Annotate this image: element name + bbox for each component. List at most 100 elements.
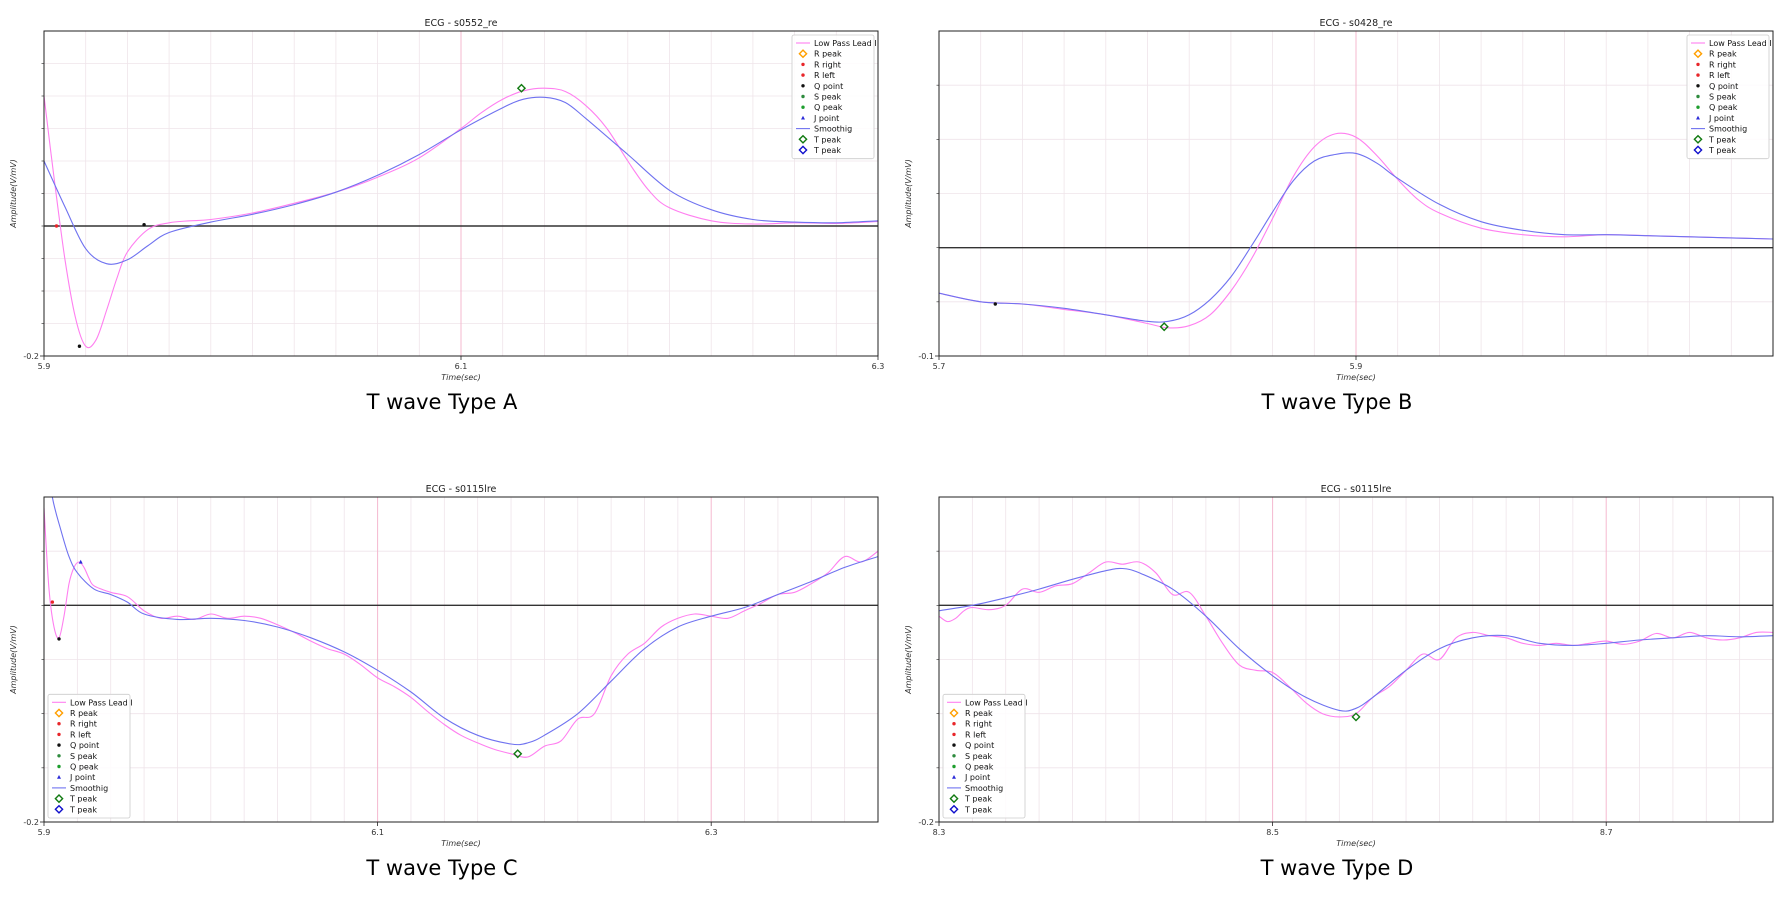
legend-swatch-r-peak xyxy=(1693,49,1703,59)
x-tick-label: 8.3 xyxy=(933,828,946,837)
q-point-marker xyxy=(77,344,82,348)
legend-label-s-peak: S peak xyxy=(1709,93,1737,102)
legend-label-r-peak: R peak xyxy=(1709,50,1737,59)
smoothing-line xyxy=(51,497,878,746)
legend-swatch-q-point xyxy=(952,743,956,747)
legend-swatch-s-peak xyxy=(952,754,956,758)
legend-label-smoothig: Smoothig xyxy=(965,784,1003,793)
legend-swatch-q-point xyxy=(57,743,61,747)
legend-label-r-right: R right xyxy=(814,60,841,69)
legend-swatch-j-point xyxy=(57,775,61,779)
legend-label-q-point: Q point xyxy=(965,741,994,750)
chart-panel-3: 5.9 6.1 6.3 -0.2 ECG - s0115lre Time(sec) Ampl… xyxy=(9,484,879,880)
legend-label-low-pass-lead-i: Low Pass Lead I xyxy=(70,698,133,707)
smoothing-line xyxy=(44,96,878,265)
y-tick-label: -0.2 xyxy=(23,818,39,827)
legend-label-q-peak: Q peak xyxy=(965,763,994,772)
legend-swatch-r-peak xyxy=(949,708,959,718)
legend-swatch-r-right xyxy=(801,62,805,67)
legend-swatch-q-peak xyxy=(801,105,805,109)
legend-label-j-point: J point xyxy=(964,773,990,782)
legend-swatch-j-point xyxy=(801,115,805,120)
chart-title: ECG - s0552_re xyxy=(425,18,498,29)
y-tick-label: -0.2 xyxy=(918,818,934,827)
y-axis-label: Amplitude(V/mV) xyxy=(9,625,18,695)
legend-label-r-left: R left xyxy=(70,730,91,739)
legend-label-r-peak: R peak xyxy=(814,50,842,59)
legend-swatch-t-peak xyxy=(54,804,64,814)
legend-label-smoothig: Smoothig xyxy=(70,784,108,793)
x-axis-label: Time(sec) xyxy=(441,373,481,382)
legend-label-j-point: J point xyxy=(69,773,95,782)
legend-swatch-t-peak xyxy=(54,794,64,804)
legend-swatch-q-point xyxy=(801,84,805,88)
legend-label-t-peak: T peak xyxy=(1708,135,1736,144)
panel-caption: T wave Type D xyxy=(1260,856,1414,880)
legend-label-q-point: Q point xyxy=(1709,82,1738,91)
j-point-marker xyxy=(142,223,146,227)
legend-box xyxy=(47,693,131,819)
legend-label-r-left: R left xyxy=(814,71,835,80)
legend-swatch-t-peak xyxy=(949,794,959,804)
legend-swatch-q-peak xyxy=(952,764,956,769)
low-pass-lead-i-line xyxy=(44,87,878,349)
chart-panel-2: 5.7 5.9 -0.1 ECG - s0428_re Time(sec) Amplitu… xyxy=(904,18,1774,414)
legend-swatch-r-left xyxy=(952,732,956,737)
legend-swatch-r-right xyxy=(57,722,61,726)
legend-swatch-q-point xyxy=(1696,84,1700,88)
legend-swatch-t-peak xyxy=(1693,145,1703,155)
legend-swatch-r-left xyxy=(1696,73,1700,77)
legend-label-t-peak: T peak xyxy=(1708,146,1736,155)
legend-label-smoothig: Smoothig xyxy=(1709,125,1747,134)
smoothing-line xyxy=(939,152,1773,323)
legend-label-t-peak: T peak xyxy=(964,805,992,814)
legend-label-smoothig: Smoothig xyxy=(814,125,852,134)
legend-swatch-j-point xyxy=(1696,115,1700,120)
t-peak-marker xyxy=(1351,712,1361,722)
low-pass-lead-i-line xyxy=(939,132,1773,329)
q-point-marker xyxy=(57,637,61,641)
legend-label-t-peak: T peak xyxy=(69,795,97,804)
x-axis-label: Time(sec) xyxy=(1336,839,1376,848)
x-tick-label: 6.3 xyxy=(705,828,718,837)
smoothing-line xyxy=(939,567,1773,712)
legend-label-j-point: J point xyxy=(813,114,839,123)
legend-label-r-right: R right xyxy=(1709,60,1736,69)
legend-box xyxy=(942,693,1026,819)
legend-label-s-peak: S peak xyxy=(965,752,993,761)
legend-swatch-t-peak xyxy=(949,804,959,814)
legend-label-q-point: Q point xyxy=(814,82,843,91)
panel-caption: T wave Type B xyxy=(1261,390,1413,414)
legend-swatch-s-peak xyxy=(801,94,805,99)
legend-label-t-peak: T peak xyxy=(813,135,841,144)
legend-label-t-peak: T peak xyxy=(813,146,841,155)
x-tick-label: 8.5 xyxy=(1266,828,1279,837)
legend-swatch-r-right xyxy=(952,722,956,726)
legend-swatch-r-right xyxy=(1696,62,1700,67)
chart-panel-4: 8.3 8.5 8.7 -0.2 ECG - s0115lre Time(sec) Ampl… xyxy=(904,484,1774,880)
q-point-marker xyxy=(993,302,997,306)
x-tick-label: 6.1 xyxy=(371,828,384,837)
legend-label-q-peak: Q peak xyxy=(1709,103,1738,112)
t-peak-marker xyxy=(513,749,523,759)
chart-title: ECG - s0115lre xyxy=(426,484,497,495)
t-peak-marker xyxy=(516,83,527,93)
legend-swatch-q-peak xyxy=(1696,105,1700,109)
low-pass-lead-i-line xyxy=(44,507,878,758)
low-pass-lead-i-line xyxy=(939,561,1773,718)
x-tick-label: 5.7 xyxy=(933,362,946,371)
legend-label-low-pass-lead-i: Low Pass Lead I xyxy=(965,698,1028,707)
y-tick-label: -0.1 xyxy=(918,352,934,361)
legend-swatch-s-peak xyxy=(1696,94,1700,99)
panel-caption: T wave Type A xyxy=(366,390,518,414)
r-left-marker xyxy=(54,224,59,228)
j-point-marker xyxy=(78,559,83,564)
legend-label-r-left: R left xyxy=(965,730,986,739)
legend-swatch-t-peak xyxy=(798,145,808,155)
legend-swatch-r-peak xyxy=(54,708,64,718)
legend-label-q-peak: Q peak xyxy=(70,763,99,772)
